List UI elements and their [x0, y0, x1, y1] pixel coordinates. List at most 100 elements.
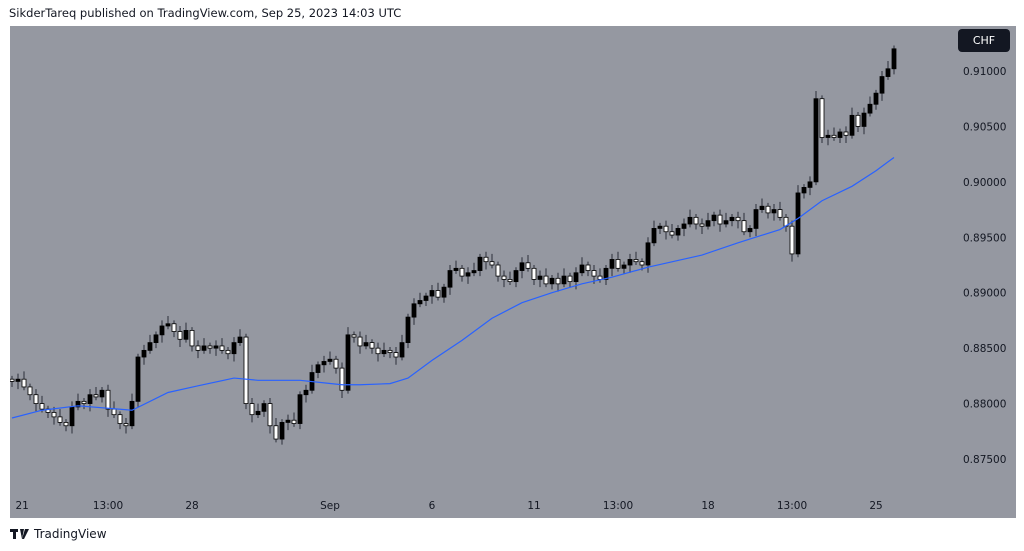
candle	[567, 272, 573, 288]
price-tick-label: 0.89500	[963, 232, 1006, 244]
candle	[675, 225, 681, 241]
candle-body-up	[99, 389, 105, 398]
candle-body-down	[459, 267, 465, 277]
time-tick-label: 6	[429, 500, 436, 512]
candle	[555, 272, 561, 292]
candle-body-up	[453, 267, 459, 271]
candle	[825, 129, 831, 146]
time-tick-label: 13:00	[603, 500, 633, 512]
candle-body-up	[537, 275, 543, 280]
candle	[27, 383, 33, 401]
candle	[51, 406, 57, 425]
candle-body-up	[579, 264, 585, 274]
candle-body-down	[93, 394, 99, 398]
currency-badge[interactable]: CHF	[958, 29, 1010, 52]
candle-body-up	[237, 336, 243, 344]
candle	[387, 347, 393, 359]
candle-body-up	[519, 262, 525, 271]
candle-body-down	[189, 330, 195, 347]
candle-body-down	[273, 425, 279, 440]
candle-body-up	[723, 220, 729, 225]
candle	[291, 412, 297, 427]
candle	[801, 184, 807, 199]
candle	[771, 204, 777, 221]
candle	[537, 270, 543, 288]
candle-body-up	[621, 264, 627, 269]
candle	[411, 298, 417, 325]
candle-body-down	[177, 331, 183, 340]
candle	[219, 338, 225, 354]
candle	[483, 251, 489, 270]
candle-body-up	[213, 345, 219, 349]
candle-body-down	[615, 259, 621, 269]
candle	[117, 411, 123, 430]
candle-body-down	[291, 419, 297, 424]
candle-body-up	[183, 330, 189, 340]
candle	[105, 384, 111, 417]
candle-body-down	[633, 259, 639, 263]
candle-body-up	[861, 112, 867, 127]
candle	[783, 214, 789, 232]
candle-body-up	[711, 214, 717, 222]
price-axis: 0.91000 0.90500 0.90000 0.89500 0.89000 0.885…	[963, 66, 1006, 466]
candle-body-up	[513, 270, 519, 283]
candle-body-up	[759, 205, 765, 210]
time-tick-label: Sep	[320, 500, 340, 512]
candle-body-up	[645, 242, 651, 266]
candle-body-up	[753, 209, 759, 229]
candle	[501, 270, 507, 288]
candle-body-down	[789, 225, 795, 255]
candle	[315, 361, 321, 379]
candle-body-down	[639, 261, 645, 266]
candle-body-down	[819, 98, 825, 138]
candle	[543, 268, 549, 288]
candle	[891, 45, 897, 75]
time-tick-label: 21	[16, 500, 29, 512]
candle-body-up	[891, 48, 897, 70]
tradingview-footer[interactable]: TradingView	[10, 527, 107, 541]
candle	[171, 320, 177, 338]
time-tick-label: 25	[869, 500, 882, 512]
candle	[177, 325, 183, 348]
time-tick-label: 28	[185, 500, 198, 512]
candle	[135, 353, 141, 407]
candle-body-down	[207, 345, 213, 349]
candlestick-chart[interactable]: 0.91000 0.90500 0.90000 0.89500 0.89000 0.885…	[10, 26, 1016, 518]
candle-body-down	[507, 279, 513, 283]
candle-body-up	[327, 358, 333, 362]
candle-body-up	[411, 303, 417, 318]
candle-body-up	[147, 342, 153, 351]
chart-panel[interactable]: 0.91000 0.90500 0.90000 0.89500 0.89000 0.885…	[10, 26, 1016, 518]
candle-body-up	[609, 259, 615, 269]
candle	[333, 355, 339, 374]
candle-body-down	[117, 414, 123, 424]
candle-body-up	[825, 134, 831, 138]
candle-body-down	[105, 389, 111, 410]
candle-body-down	[567, 275, 573, 283]
candle	[873, 89, 879, 110]
candle	[381, 342, 387, 358]
candle-body-down	[27, 386, 33, 396]
candle-body-down	[777, 209, 783, 218]
candle-body-up	[255, 410, 261, 416]
candle-body-up	[429, 290, 435, 297]
candle	[99, 386, 105, 403]
candle	[867, 96, 873, 117]
candle	[525, 255, 531, 272]
candle	[429, 284, 435, 304]
candle-body-up	[687, 216, 693, 225]
candle	[795, 185, 801, 258]
candle-body-up	[75, 400, 81, 408]
candle	[201, 338, 207, 354]
candle	[153, 331, 159, 349]
candle-body-up	[651, 228, 657, 244]
candle-body-up	[15, 378, 21, 382]
candle	[93, 386, 99, 401]
candle-body-up	[129, 400, 135, 427]
candle	[579, 257, 585, 277]
candle	[609, 253, 615, 277]
candle	[807, 176, 813, 196]
candle	[285, 414, 291, 431]
candle-body-down	[597, 275, 603, 280]
price-tick-label: 0.87500	[963, 454, 1006, 466]
